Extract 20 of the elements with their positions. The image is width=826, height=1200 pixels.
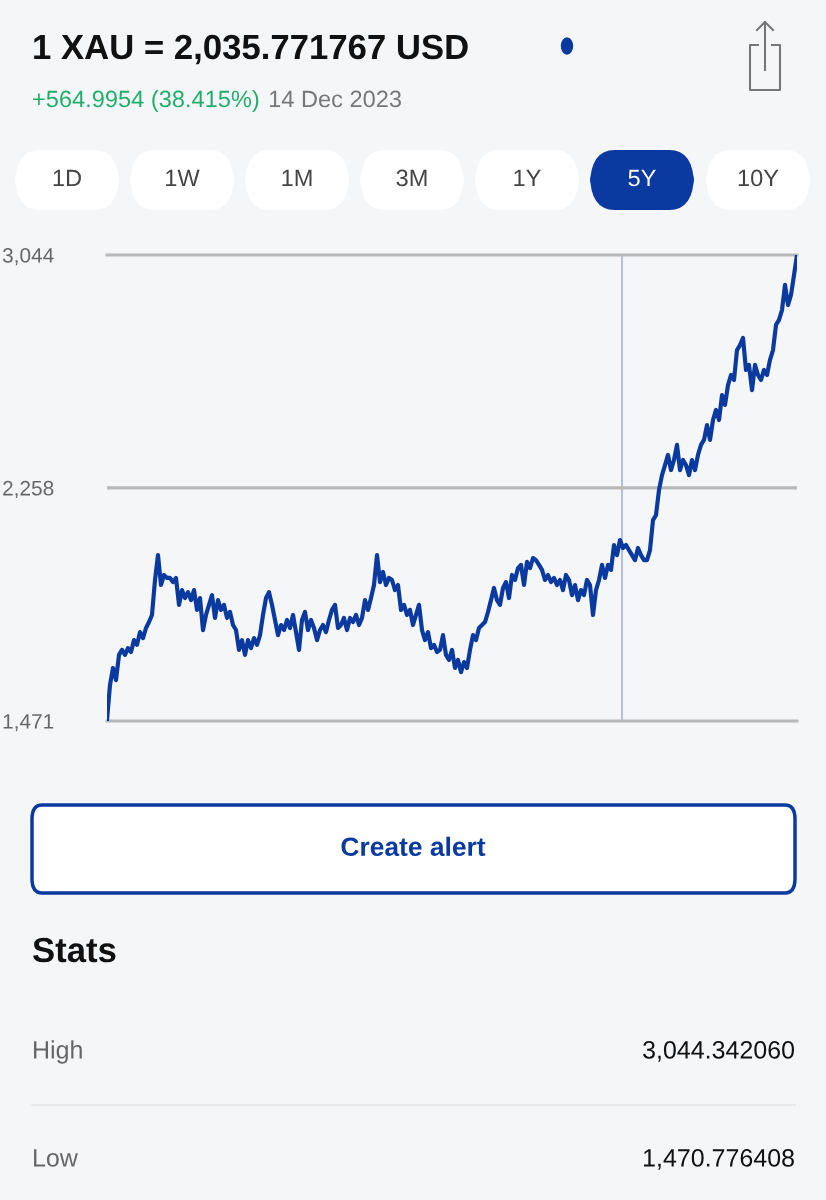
text: 1M <box>282 169 312 187</box>
text: High <box>34 1040 82 1064</box>
y-tick-label: 1,471 <box>3 714 54 732</box>
text: 5Y <box>628 169 656 187</box>
text: 3,044.342060 <box>643 1041 795 1062</box>
chart-title: 1 XAU = 2,035.771767 USD <box>34 34 468 65</box>
text: 1D <box>53 169 81 187</box>
y-tick-label: 2,258 <box>3 480 54 499</box>
text: Low <box>34 1149 78 1167</box>
chart-subtitle: +564.9954 (38.415%) <box>33 90 259 112</box>
text: 10Y <box>738 169 779 187</box>
text: Stats <box>33 937 116 963</box>
line-series <box>107 255 797 721</box>
text: 14 Dec 2023 <box>269 90 401 108</box>
text: Create alert <box>341 836 486 857</box>
text: 1Y <box>514 169 541 187</box>
text: 1W <box>166 169 200 187</box>
text: 3M <box>396 169 427 187</box>
y-tick-label: 3,044 <box>2 248 54 266</box>
text: 1,470.776408 <box>643 1149 794 1170</box>
